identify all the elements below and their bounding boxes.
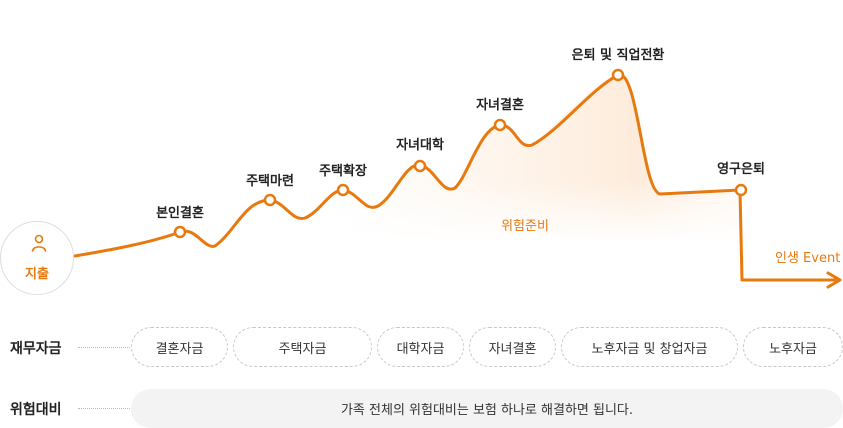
milestone-label-child-college: 자녀대학 bbox=[396, 138, 444, 153]
milestone-label-marriage: 본인결혼 bbox=[156, 206, 204, 221]
fund-pill-marriage: 결혼자금 bbox=[131, 327, 228, 367]
milestone-point-retire bbox=[611, 68, 625, 82]
funds-row-divider bbox=[78, 347, 130, 348]
risk-coverage-bar: 가족 전체의 위험대비는 보험 하나로 해결하면 됩니다. bbox=[131, 389, 843, 428]
funds-row-title: 재무자금 bbox=[10, 341, 62, 357]
milestone-point-child-marriage bbox=[493, 118, 507, 132]
milestone-label-retire: 은퇴 및 직업전환 bbox=[571, 48, 665, 63]
fund-pill-child-marriage: 자녀결혼 bbox=[469, 327, 556, 367]
milestone-label-expansion: 주택확장 bbox=[319, 164, 367, 179]
milestone-label-housing: 주택마련 bbox=[246, 174, 294, 189]
milestone-label-child-marriage: 자녀결혼 bbox=[476, 98, 524, 113]
risk-row-divider bbox=[78, 408, 130, 409]
risk-preparation-label: 위험준비 bbox=[501, 219, 549, 234]
milestone-point-housing bbox=[263, 193, 277, 207]
person-icon bbox=[31, 234, 47, 252]
expense-start-label: 지출 bbox=[25, 267, 49, 282]
risk-row-title: 위험대비 bbox=[10, 402, 62, 418]
expense-curve bbox=[73, 73, 837, 282]
milestone-label-permanent-retire: 영구은퇴 bbox=[717, 162, 765, 177]
milestone-point-expansion bbox=[336, 183, 350, 197]
life-event-axis-label: 인생 Event bbox=[775, 251, 841, 266]
fund-pill-college: 대학자금 bbox=[377, 327, 464, 367]
arrow-head-icon bbox=[826, 271, 842, 289]
fund-pill-housing: 주택자금 bbox=[233, 327, 372, 367]
milestone-point-permanent-retire bbox=[734, 183, 748, 197]
expense-start-avatar: 지출 bbox=[0, 221, 74, 295]
milestone-point-child-college bbox=[413, 159, 427, 173]
fund-pill-retirement: 노후자금 bbox=[743, 327, 843, 367]
milestone-point-marriage bbox=[173, 225, 187, 239]
fund-pill-retire-startup: 노후자금 및 창업자금 bbox=[561, 327, 738, 367]
